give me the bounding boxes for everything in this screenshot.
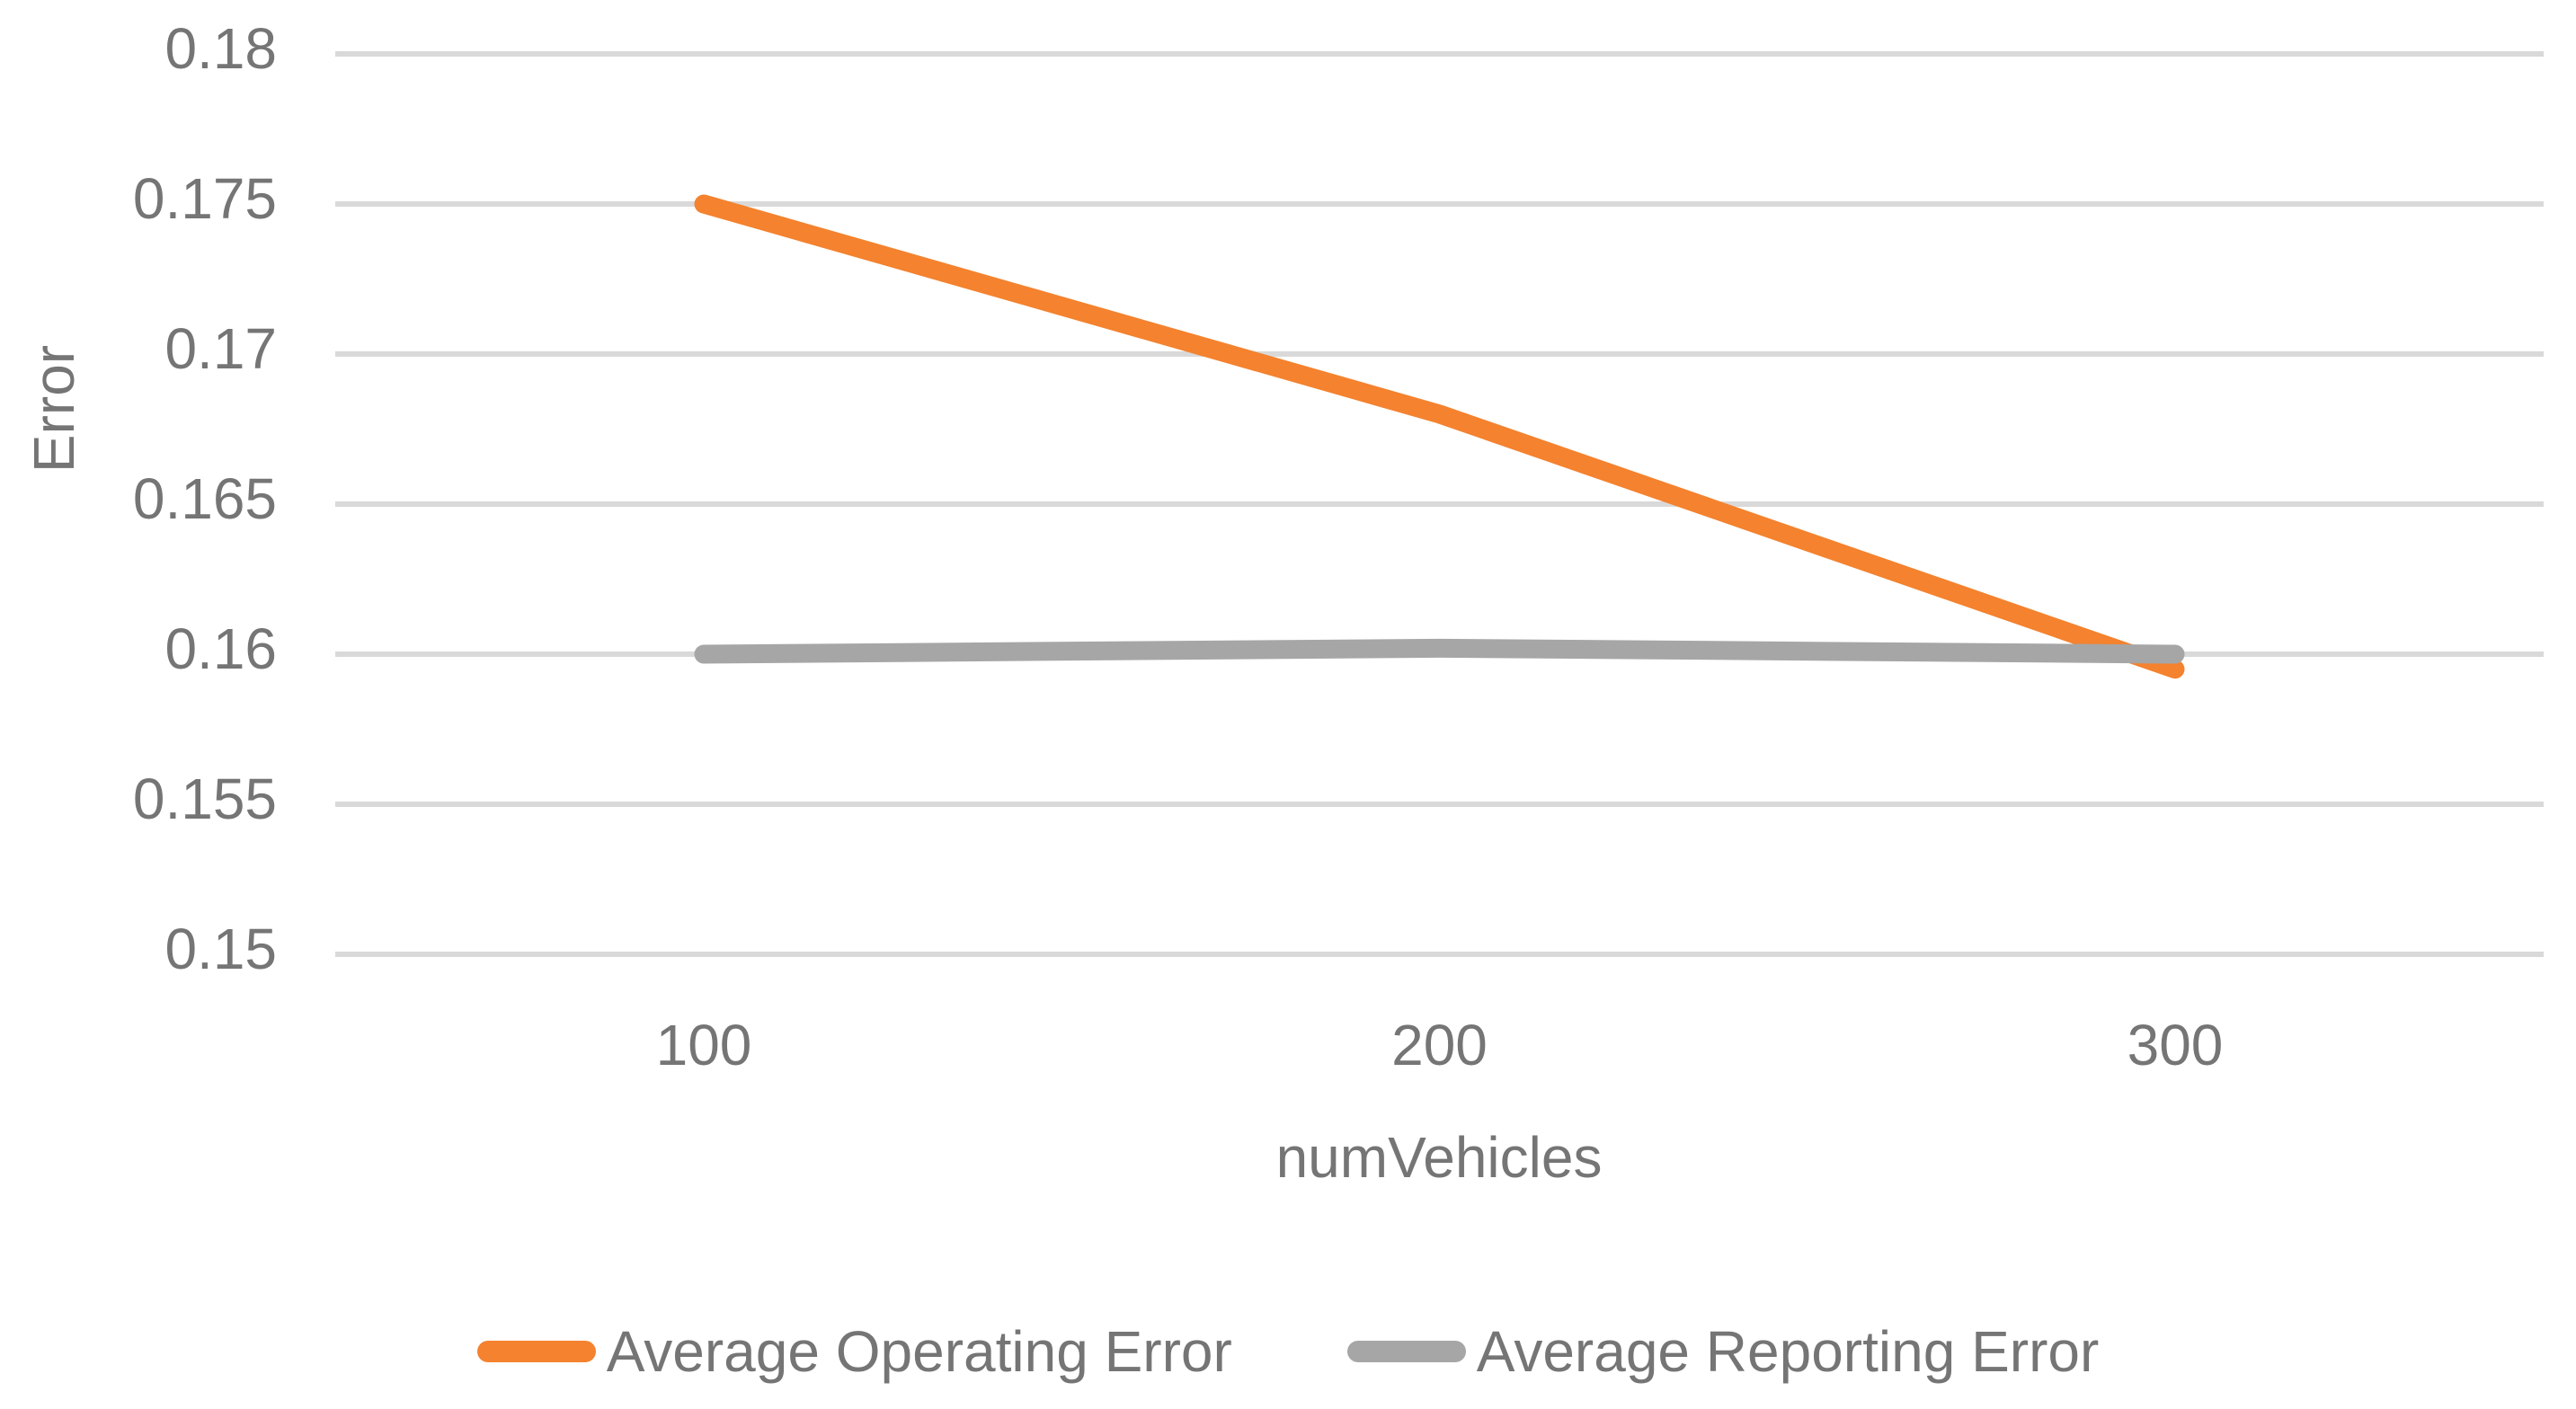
legend-swatch xyxy=(476,1341,596,1362)
y-axis-tick-labels: 0.18 0.175 0.17 0.165 0.16 0.155 0.15 xyxy=(133,16,277,981)
y-tick-label: 0.165 xyxy=(133,466,277,531)
x-axis-title: numVehicles xyxy=(1276,1125,1603,1190)
series-lines xyxy=(694,194,2185,679)
x-tick-label: 100 xyxy=(656,1013,752,1077)
legend-label: Average Operating Error xyxy=(606,1319,1232,1384)
legend-item-average-reporting-error: Average Reporting Error xyxy=(1346,1319,2100,1384)
y-tick-label: 0.18 xyxy=(164,16,277,81)
legend-label: Average Reporting Error xyxy=(1476,1319,2100,1384)
gridlines xyxy=(335,51,2544,957)
legend-swatch xyxy=(1346,1341,1466,1362)
y-axis-title: Error xyxy=(22,345,86,473)
series-line-average-reporting-error xyxy=(694,638,2185,664)
y-tick-label: 0.17 xyxy=(164,316,277,381)
legend-item-average-operating-error: Average Operating Error xyxy=(476,1319,1232,1384)
y-tick-label: 0.175 xyxy=(133,166,277,231)
x-tick-label: 200 xyxy=(1391,1013,1488,1077)
legend: Average Operating Error Average Reporting… xyxy=(0,1294,2576,1409)
y-tick-label: 0.16 xyxy=(164,616,277,681)
y-tick-label: 0.155 xyxy=(133,767,277,831)
series-line-average-operating-error xyxy=(694,194,2185,679)
y-tick-label: 0.15 xyxy=(164,917,277,981)
x-axis-tick-labels: 100 200 300 xyxy=(656,1013,2224,1077)
x-tick-label: 300 xyxy=(2127,1013,2224,1077)
